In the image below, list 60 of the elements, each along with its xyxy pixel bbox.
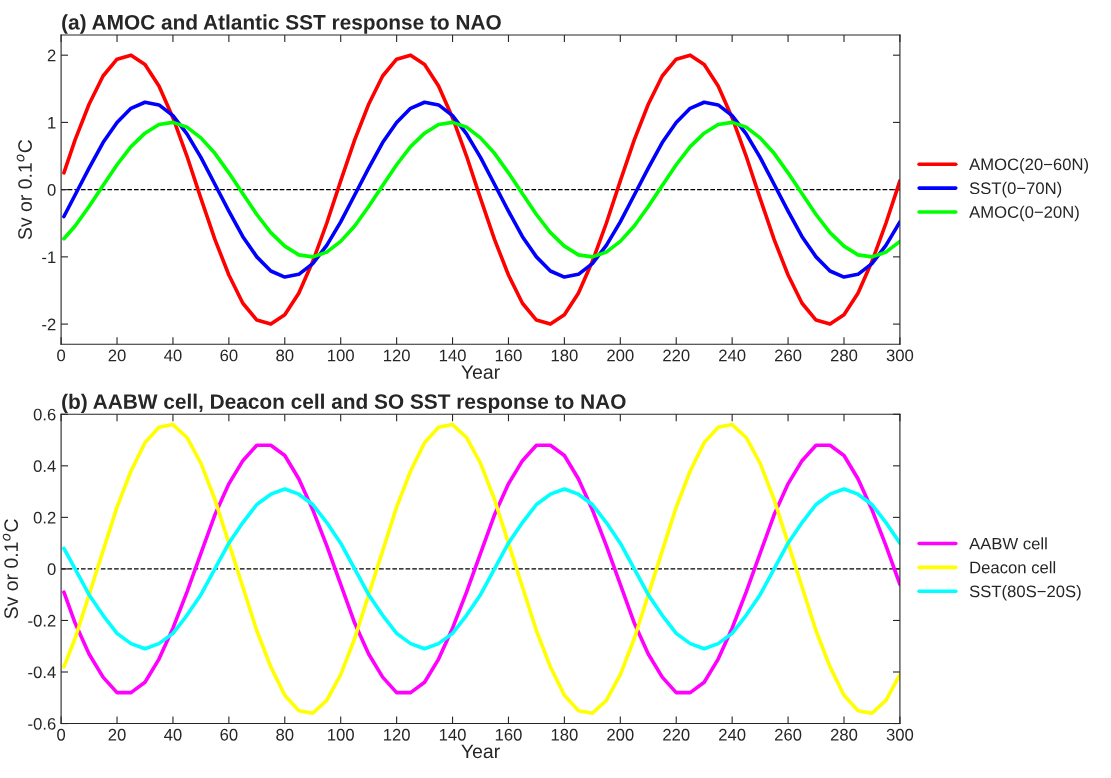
line-series: [62, 487, 900, 651]
x-tick-label: 240: [719, 349, 746, 362]
y-tick-label: 0: [47, 563, 56, 576]
legend-label: Deacon cell: [970, 561, 1056, 574]
y-tick-label: 0.2: [33, 511, 56, 524]
chart-title: (a) AMOC and Atlantic SST response to NAO: [62, 14, 501, 34]
x-tick-label: 0: [57, 728, 66, 741]
y-tick-label: 2: [47, 49, 56, 62]
x-tick-label: 260: [775, 349, 802, 362]
x-tick-label: 300: [886, 349, 914, 362]
x-tick-label: 100: [328, 728, 354, 741]
line-series: [62, 100, 900, 279]
legend-label: AMOC(20−60N): [969, 158, 1089, 174]
x-axis-title: Year: [461, 365, 500, 379]
x-tick-label: 20: [108, 349, 126, 362]
y-tick-label: -0.6: [28, 717, 56, 730]
legend-label: AABW cell: [969, 537, 1047, 550]
x-tick-label: 280: [830, 728, 858, 741]
x-tick-label: 80: [276, 349, 294, 362]
y-axis-title: Sv or 0.1$^{o}$C: [16, 139, 32, 240]
x-tick-label: 300: [886, 728, 914, 741]
y-tick-label: -0.4: [28, 666, 56, 679]
x-tick-label: 40: [164, 728, 182, 741]
y-tick-label: 0.4: [33, 460, 56, 473]
chart-title: (b) AABW cell, Deacon cell and SO SST response to NAO: [62, 393, 626, 414]
x-tick-label: 20: [108, 728, 126, 741]
line-series: [62, 53, 900, 326]
x-tick-label: 220: [663, 728, 690, 741]
x-tick-label: 280: [830, 349, 858, 362]
x-tick-label: 180: [551, 728, 578, 741]
x-tick-label: 40: [164, 349, 182, 362]
x-tick-label: 140: [439, 349, 466, 362]
x-tick-label: 240: [719, 728, 746, 741]
x-tick-label: 120: [384, 728, 410, 741]
y-tick-label: -1: [42, 251, 56, 263]
x-tick-label: 160: [495, 728, 522, 741]
x-tick-label: 200: [607, 349, 634, 362]
x-tick-label: 80: [276, 728, 294, 741]
legend-label: SST(80S−20S): [969, 585, 1081, 601]
y-tick-label: 0: [47, 184, 56, 196]
x-tick-label: 260: [775, 728, 802, 741]
legend-label: SST(0−70N): [969, 181, 1062, 198]
x-tick-label: 180: [551, 349, 578, 362]
y-tick-label: 1: [48, 116, 56, 129]
x-tick-label: 120: [384, 349, 410, 362]
y-axis-title: Sv or 0.1$^{o}$C: [2, 519, 19, 619]
x-tick-label: 160: [495, 349, 522, 362]
x-tick-label: 200: [607, 728, 634, 741]
x-tick-label: 60: [220, 349, 238, 362]
x-tick-label: 60: [220, 728, 238, 741]
line-series: [62, 120, 900, 259]
y-tick-label: 0.6: [33, 408, 56, 421]
x-tick-label: 100: [328, 349, 354, 362]
y-tick-label: -0.2: [28, 614, 56, 627]
legend-label: AMOC(0−20N): [969, 205, 1079, 222]
x-tick-label: 140: [439, 728, 466, 741]
x-tick-label: 0: [57, 349, 66, 362]
x-axis-title: Year: [461, 744, 500, 759]
x-tick-label: 220: [663, 349, 690, 362]
y-tick-label: -2: [42, 318, 56, 331]
